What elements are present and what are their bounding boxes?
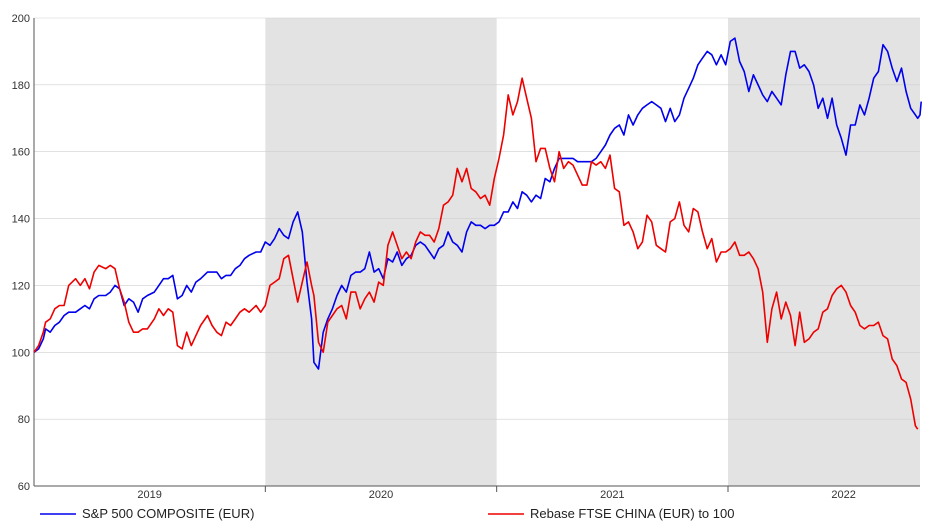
series-lines <box>33 37 922 430</box>
y-tick-label-140: 140 <box>12 214 30 226</box>
axes <box>33 18 920 487</box>
x-tick-label-2019: 2019 <box>137 489 161 501</box>
y-axis-ticks: 60 80 100 120 140 160 180 200 <box>12 13 30 493</box>
x-tick-label-2022: 2022 <box>831 489 855 501</box>
legend-label-0: S&P 500 COMPOSITE (EUR) <box>82 506 254 521</box>
y-tick-label-60: 60 <box>18 481 30 493</box>
y-tick-label-160: 160 <box>12 147 30 159</box>
y-tick-label-80: 80 <box>18 414 30 426</box>
legend: S&P 500 COMPOSITE (EUR) Rebase FTSE CHINA… <box>40 506 734 521</box>
y-tick-label-100: 100 <box>12 347 30 359</box>
series-line-1 <box>33 77 919 430</box>
x-tick-label-2020: 2020 <box>369 489 393 501</box>
y-tick-label-200: 200 <box>12 13 30 25</box>
legend-label-1: Rebase FTSE CHINA (EUR) to 100 <box>530 506 734 521</box>
shaded-periods <box>265 18 920 486</box>
x-axis-ticks: 2019 2020 2021 2022 <box>137 486 856 501</box>
shaded-period-1 <box>727 18 920 486</box>
x-tick-label-2021: 2021 <box>600 489 624 501</box>
grid-lines <box>34 17 920 420</box>
y-tick-label-120: 120 <box>12 280 30 292</box>
series-line-0 <box>33 37 922 370</box>
y-tick-label-180: 180 <box>12 80 30 92</box>
